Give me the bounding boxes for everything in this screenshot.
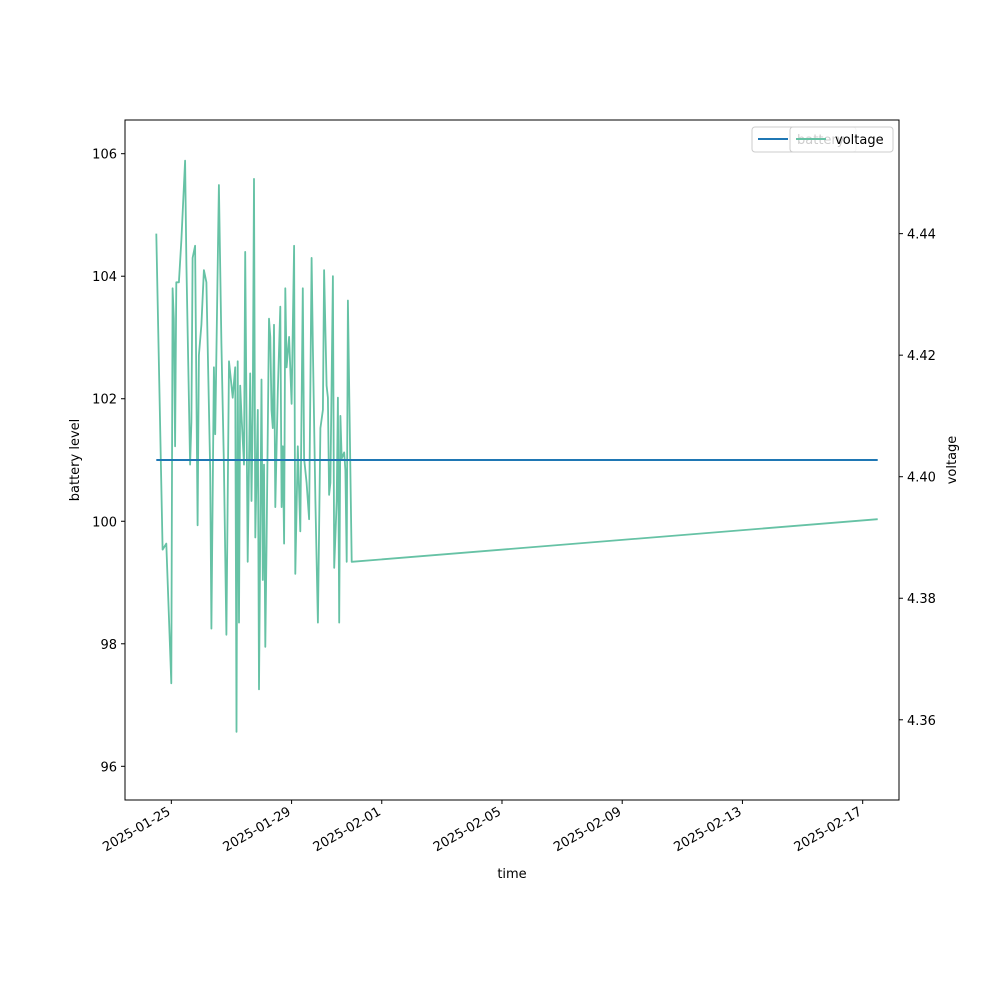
y-left-tick-label: 104 bbox=[92, 270, 117, 285]
legend-voltage-label: voltage bbox=[835, 133, 884, 148]
axes-frame bbox=[124, 119, 900, 801]
axes-border bbox=[124, 119, 900, 801]
plot-lines bbox=[155, 159, 878, 733]
legend-voltage: voltage bbox=[789, 126, 894, 153]
y-left-tick-label: 102 bbox=[92, 393, 117, 408]
y-axis-right-label: voltage bbox=[945, 436, 960, 485]
series-line-voltage bbox=[155, 159, 878, 733]
y-left-tick-label: 100 bbox=[92, 515, 117, 530]
y-axis-right: 4.36 4.38 4.40 4.42 4.44 bbox=[899, 228, 936, 729]
x-axis-label: time bbox=[497, 867, 526, 882]
y-right-tick-label: 4.38 bbox=[907, 592, 936, 607]
y-right-tick-label: 4.36 bbox=[907, 714, 936, 729]
y-axis-left-label: battery level bbox=[68, 419, 83, 502]
y-right-tick-label: 4.40 bbox=[907, 471, 936, 486]
y-right-tick-label: 4.42 bbox=[907, 349, 936, 364]
y-right-tick-label: 4.44 bbox=[907, 228, 936, 243]
y-left-tick-label: 96 bbox=[100, 760, 117, 775]
y-left-tick-label: 98 bbox=[100, 638, 117, 653]
y-axis-left: 96 98 100 102 104 106 bbox=[92, 148, 125, 775]
y-left-tick-label: 106 bbox=[92, 148, 117, 163]
legend-voltage-frame bbox=[789, 126, 894, 153]
